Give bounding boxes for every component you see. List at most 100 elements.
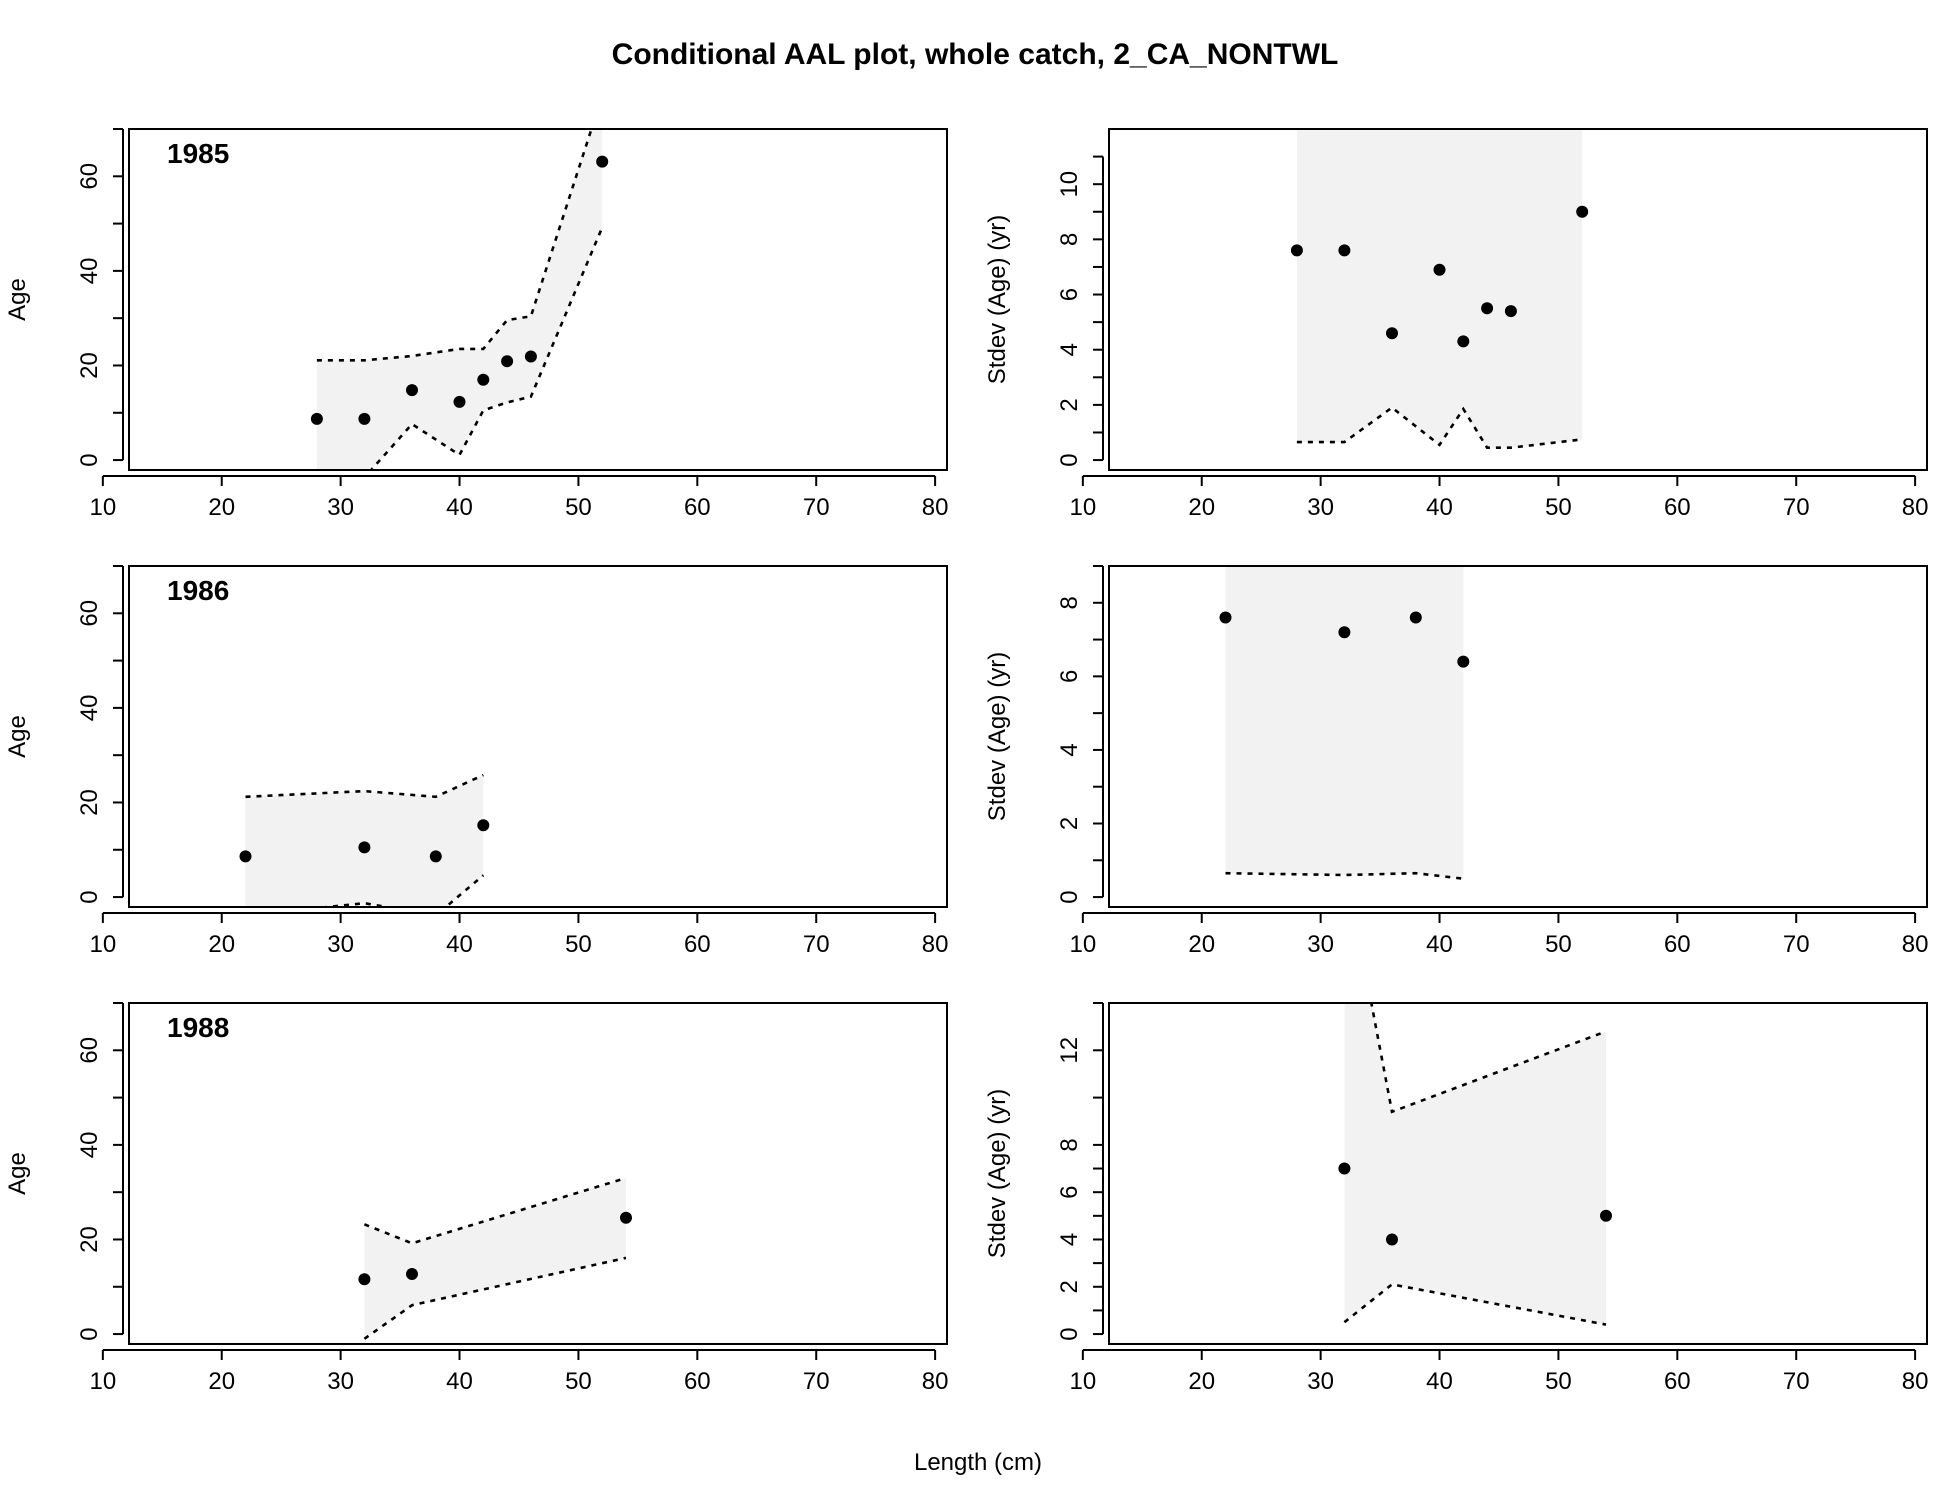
x-tick-label: 50 [1545,1368,1572,1395]
y-tick-label: 0 [76,890,103,903]
y-tick-label: 12 [1056,1037,1083,1064]
data-point [1219,611,1232,624]
y-tick-label: 40 [76,695,103,722]
x-tick-label: 60 [1664,931,1691,958]
x-tick-label: 20 [208,1368,235,1395]
data-point [1386,327,1398,340]
data-point [477,819,490,832]
y-tick-label: 20 [76,352,103,379]
x-tick-label: 20 [1188,1368,1215,1395]
x-tick-label: 50 [1545,931,1572,958]
year-label: 1985 [167,138,229,169]
lower-interval-line [369,226,604,470]
upper-interval-line [1370,1003,1607,1114]
y-axis: 0 2 4 6 8 12 [1056,1002,1104,1341]
y-axis: 0 2 4 6 8 10 [1056,155,1104,467]
y-axis: 0 20 40 60 [76,565,124,904]
x-tick-label: 80 [1902,931,1929,958]
y-tick-label: 8 [1056,1138,1083,1151]
plot-area [1290,129,1589,450]
x-tick-label: 10 [1069,1368,1096,1395]
y-tick-label: 40 [76,1132,103,1159]
data-point [1600,1209,1612,1222]
y-tick-label: 6 [1056,288,1083,301]
lower-interval-line [315,874,485,907]
x-tick-label: 50 [565,1368,592,1395]
y-tick-label: 4 [1056,343,1083,356]
y-tick-label: 60 [76,600,103,627]
lower-interval-line [1296,405,1583,450]
x-tick-label: 80 [922,1368,949,1395]
data-point [406,384,418,397]
y-axis-label: Stdev (Age) (yr) [984,215,1011,384]
x-tick-label: 10 [89,494,116,521]
data-point [596,155,609,168]
x-tick-label: 40 [1426,931,1453,958]
x-tick-label: 60 [1664,1368,1691,1395]
year-label: 1988 [167,1012,229,1043]
x-tick-label: 60 [684,494,711,521]
y-tick-label: 4 [1056,743,1083,756]
y-tick-label: 6 [1056,1186,1083,1199]
y-tick-label: 0 [76,453,103,466]
interval-band [1225,566,1464,879]
data-point [1481,302,1494,315]
data-point [429,850,442,863]
x-tick-label: 80 [922,931,949,958]
x-tick-label: 20 [1188,494,1215,521]
upper-interval-line [363,1176,627,1245]
x-tick-label: 30 [327,931,354,958]
x-tick-label: 50 [565,931,592,958]
x-axis-label: Length (cm) [914,1449,1042,1476]
interval-band [364,1178,626,1339]
x-tick-label: 10 [89,931,116,958]
x-tick-label: 20 [208,931,235,958]
upper-interval-line [245,773,484,799]
x-tick-label: 40 [1426,494,1453,521]
panel-stdev-age-1985: 10 20 30 40 50 60 70 80 0 2 4 6 8 10 Stdev (Age) (yr) [984,128,1929,521]
data-point [1338,626,1351,639]
x-tick-label: 40 [446,1368,473,1395]
x-axis: 10 20 30 40 50 60 70 80 [1069,1349,1928,1395]
y-tick-label: 20 [76,1226,103,1253]
y-tick-label: 10 [1056,171,1083,198]
y-tick-label: 0 [1056,890,1083,903]
y-tick-label: 60 [76,1037,103,1064]
x-tick-label: 10 [89,1368,116,1395]
y-axis-label: Age [4,1152,31,1195]
y-tick-label: 20 [76,789,103,816]
y-tick-label: 2 [1056,1280,1083,1293]
lower-interval-line [1225,871,1464,880]
data-point [620,1211,632,1224]
interval-band [1296,129,1583,448]
data-point [1409,611,1422,624]
y-tick-label: 60 [76,163,103,190]
interval-band [316,129,603,470]
data-point [1386,1233,1398,1246]
upper-interval-line [316,129,593,362]
data-point [453,395,466,408]
plot-frame [1108,1002,1928,1345]
y-axis: 0 2 4 6 8 [1056,565,1104,904]
y-tick-label: 2 [1056,817,1083,830]
y-tick-label: 40 [76,258,103,285]
x-tick-label: 80 [922,494,949,521]
x-tick-label: 60 [684,931,711,958]
y-tick-label: 4 [1056,1233,1083,1246]
x-tick-label: 30 [1307,494,1334,521]
x-tick-label: 30 [327,494,354,521]
plot-frame [128,128,948,471]
y-tick-label: 0 [76,1327,103,1340]
x-tick-label: 80 [1902,494,1929,521]
y-tick-label: 2 [1056,398,1083,411]
x-tick-label: 40 [446,931,473,958]
y-axis: 0 20 40 60 [76,1002,124,1341]
data-point [239,850,252,863]
data-point [501,355,514,368]
data-point [358,1273,371,1286]
x-tick-label: 30 [1307,1368,1334,1395]
data-point [358,412,371,425]
data-point [1504,305,1517,318]
